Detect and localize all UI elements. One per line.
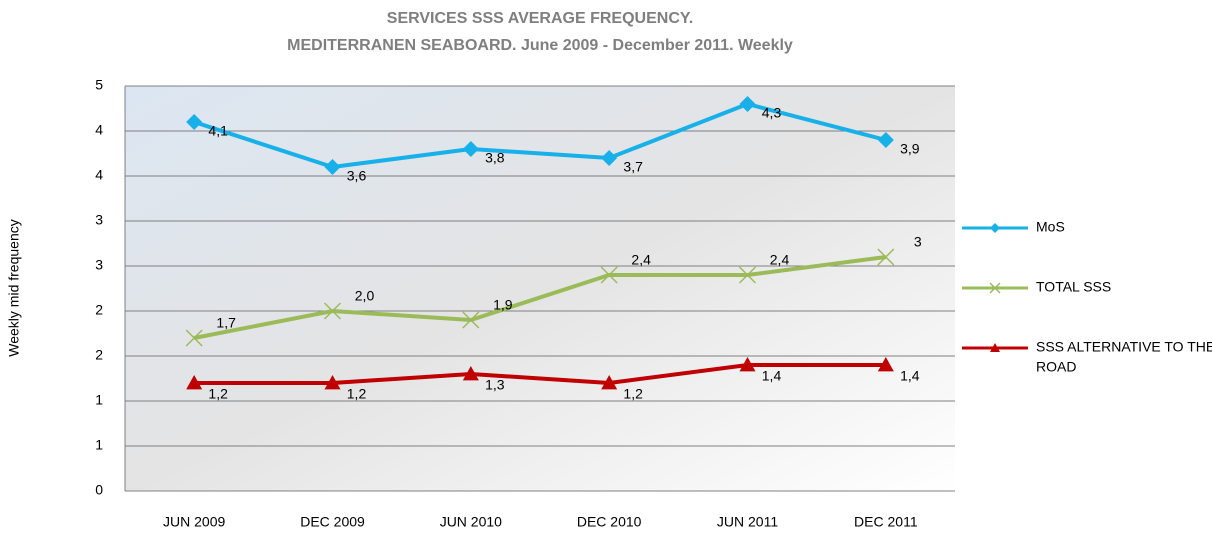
marker <box>186 114 203 130</box>
data-label: 3,9 <box>900 141 920 157</box>
y-tick-label: 1 <box>95 437 103 453</box>
marker <box>989 282 1001 294</box>
marker <box>324 375 341 390</box>
legend-label: SSS ALTERNATIVE TO THE <box>1036 339 1212 355</box>
marker <box>462 366 479 381</box>
marker <box>990 343 1000 352</box>
data-label: 2,4 <box>631 252 651 268</box>
marker <box>877 132 894 148</box>
series-line <box>193 255 887 340</box>
y-tick-label: 5 <box>95 77 103 93</box>
y-tick-label: 4 <box>95 122 103 138</box>
y-tick-label: 1 <box>95 392 103 408</box>
y-tick-label: 3 <box>95 257 103 273</box>
x-tick-label: DEC 2009 <box>300 514 365 530</box>
marker <box>601 150 618 166</box>
y-tick-label: 4 <box>95 167 103 183</box>
data-label: 1,4 <box>762 368 782 384</box>
data-label: 4,3 <box>762 105 782 121</box>
data-label: 3,6 <box>347 168 367 184</box>
x-tick-label: JUN 2010 <box>440 514 502 530</box>
legend-label-cont: ROAD <box>1036 359 1076 375</box>
marker <box>990 223 1000 233</box>
data-label: 1,7 <box>216 315 236 331</box>
plot-area <box>125 86 955 491</box>
chart-title: SERVICES SSS AVERAGE FREQUENCY. <box>387 10 693 27</box>
x-tick-label: JUN 2009 <box>163 514 225 530</box>
data-label: 1,3 <box>485 377 505 393</box>
marker <box>185 329 203 347</box>
marker <box>739 357 756 372</box>
data-label: 3,7 <box>623 159 643 175</box>
y-tick-label: 2 <box>95 302 103 318</box>
data-label: 1,2 <box>208 386 228 402</box>
y-tick-label: 3 <box>95 212 103 228</box>
data-label: 2,4 <box>770 252 790 268</box>
data-label: 1,4 <box>900 368 920 384</box>
marker <box>877 357 894 372</box>
data-label: 4,1 <box>208 123 228 139</box>
marker <box>601 375 618 390</box>
marker <box>324 159 341 175</box>
marker <box>323 302 342 320</box>
marker <box>462 311 480 329</box>
data-label: 3 <box>914 234 922 250</box>
y-axis-label: Weekly mid frequency <box>6 219 22 356</box>
chart-subtitle: MEDITERRANEN SEABOARD. June 2009 - Decem… <box>287 37 793 54</box>
marker <box>600 266 618 284</box>
y-tick-label: 0 <box>95 482 103 498</box>
marker <box>462 141 479 157</box>
marker <box>739 96 756 112</box>
x-tick-label: DEC 2011 <box>854 514 918 530</box>
legend-label: MoS <box>1036 219 1065 235</box>
data-label: 2,0 <box>355 288 375 304</box>
marker <box>877 248 895 266</box>
marker <box>186 375 203 390</box>
data-label: 1,9 <box>493 297 513 313</box>
data-label: 1,2 <box>623 386 643 402</box>
x-tick-label: JUN 2011 <box>717 514 778 530</box>
x-tick-label: DEC 2010 <box>577 514 642 530</box>
y-tick-label: 2 <box>95 347 103 363</box>
data-label: 3,8 <box>485 150 505 166</box>
data-label: 1,2 <box>347 386 367 402</box>
series-line <box>193 101 887 170</box>
series-line <box>194 363 886 386</box>
marker <box>738 266 757 284</box>
legend-label: TOTAL SSS <box>1036 279 1111 295</box>
